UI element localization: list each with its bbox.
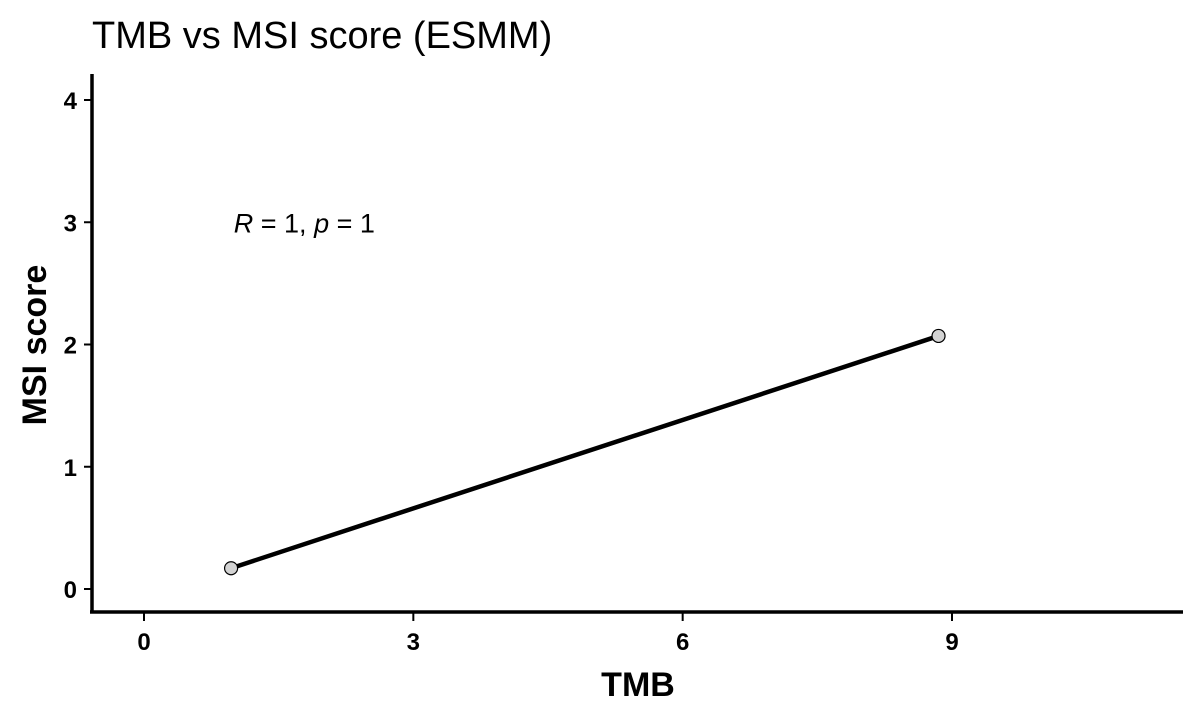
y-tick-label: 1 [64,455,77,482]
y-tick-label: 2 [64,333,77,360]
y-axis-title: MSI score [16,265,54,426]
y-tick-label: 4 [64,88,78,115]
annotation-r-symbol: R [234,208,254,238]
x-tick-label: 9 [945,629,958,656]
annotation-p-value: = 1 [329,208,375,238]
annotation-r-value: = 1, [253,208,314,238]
x-tick-label: 3 [407,629,420,656]
plot-area [223,328,946,576]
x-tick-label: 6 [676,629,689,656]
y-tick-label: 0 [64,577,77,604]
data-point-2 [931,328,946,344]
regression-line [228,333,941,571]
annotation-p-symbol: p [313,208,329,238]
chart-title: TMB vs MSI score (ESMM) [92,15,552,57]
x-tick-label: 0 [137,629,150,656]
data-point-1 [223,561,239,576]
axis-ticks: 0 3 6 9 0 1 2 3 4 [64,88,959,656]
annotation-text: R = 1, p = 1 [234,208,375,238]
x-axis-title: TMB [601,666,675,704]
y-tick-label: 3 [64,210,77,237]
